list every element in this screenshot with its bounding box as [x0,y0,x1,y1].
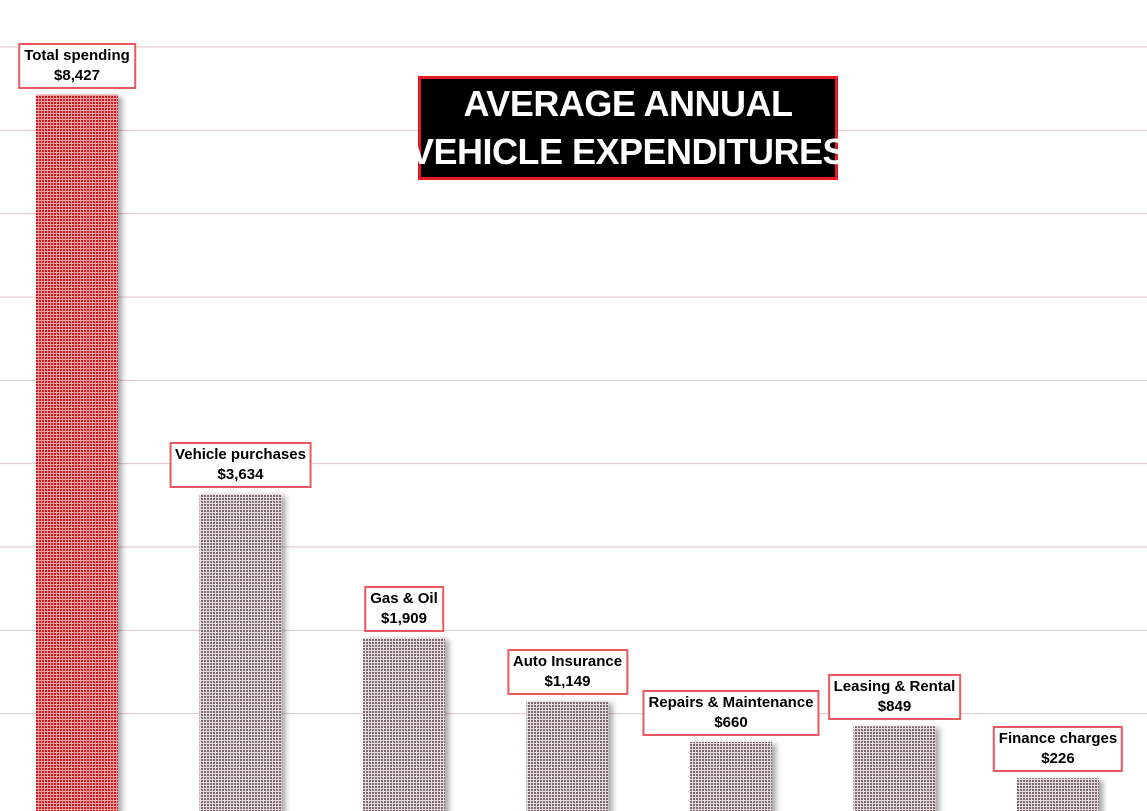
data-label: Finance charges $226 [992,726,1124,773]
data-label-value: $1,909 [381,609,427,627]
data-label: Leasing & Rental $849 [827,674,962,721]
data-label-value: $849 [877,698,912,716]
bar [526,701,609,811]
bar [853,726,936,811]
data-label-value: $226 [1041,750,1075,768]
data-label-category: Repairs & Maintenance [648,694,814,711]
data-label-category: Finance charges [998,730,1118,748]
bar [690,742,772,811]
bar [1017,778,1099,811]
data-label-value: $660 [714,714,748,731]
data-label: Total spending $8,427 [18,42,136,89]
data-label: Auto Insurance $1,149 [506,649,629,696]
bars [36,94,1099,811]
data-label: Repairs & Maintenance $660 [642,690,820,736]
data-label: Vehicle purchases $3,634 [169,442,312,489]
chart-title-line-2: VEHICLE EXPENDITURES [409,131,847,172]
chart-title: AVERAGE ANNUAL VEHICLE EXPENDITURES [410,76,847,180]
data-label-value: $3,634 [217,466,264,484]
data-label-value: $1,149 [544,673,591,691]
chart-title-line-1: AVERAGE ANNUAL [463,83,793,124]
data-label-category: Total spending [24,46,130,64]
data-label-category: Vehicle purchases [175,446,306,464]
bar [36,94,118,811]
data-label-value: $8,427 [54,66,100,84]
data-label-category: Auto Insurance [512,653,623,671]
data-label-category: Leasing & Rental [833,678,956,696]
data-label: Gas & Oil $1,909 [364,585,444,632]
data-label-category: Gas & Oil [370,589,438,607]
bar [199,494,282,811]
bar [363,637,445,811]
